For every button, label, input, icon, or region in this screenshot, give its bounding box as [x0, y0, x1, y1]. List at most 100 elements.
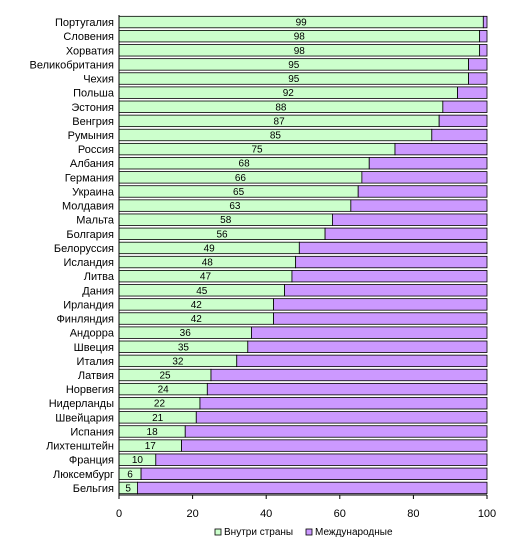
bar-segment-international: [185, 426, 487, 438]
data-label: 22: [154, 399, 166, 410]
category-label: Норвегия: [66, 384, 114, 396]
legend-swatch: [215, 529, 221, 535]
bar-segment-international: [274, 299, 487, 311]
data-label: 10: [132, 455, 144, 466]
bar-segment-international: [443, 101, 487, 113]
category-label: Ирландия: [63, 299, 114, 311]
data-label: 95: [288, 60, 300, 71]
data-label: 56: [216, 229, 228, 240]
bar-segment-international: [292, 270, 487, 282]
bar-segment-international: [469, 59, 487, 71]
bar-segment-international: [483, 16, 487, 28]
data-label: 99: [296, 18, 308, 29]
legend-label: Внутри страны: [224, 527, 293, 538]
data-label: 58: [220, 215, 232, 226]
bar-segment-international: [299, 242, 487, 254]
category-label: Венгрия: [72, 116, 114, 128]
bar-segment-international: [296, 256, 487, 268]
category-label: Мальта: [76, 215, 115, 227]
data-label: 92: [283, 88, 295, 99]
data-label: 66: [235, 173, 247, 184]
bar-segment-international: [182, 440, 487, 452]
bar-segment-international: [395, 143, 487, 155]
bar-segment-international: [480, 45, 487, 57]
legend: Внутри страны Международные: [215, 527, 393, 538]
x-tick-label: 80: [407, 508, 419, 520]
category-label: Украина: [72, 186, 115, 198]
data-label: 35: [178, 342, 190, 353]
data-label: 98: [294, 46, 306, 57]
bars-group: 9998989595928887857568666563585649484745…: [119, 16, 487, 494]
data-label: 87: [274, 116, 286, 127]
category-label: Бельгия: [73, 483, 114, 495]
x-tick-label: 60: [334, 508, 346, 520]
data-label: 68: [239, 159, 251, 170]
data-label: 48: [202, 258, 214, 269]
bar-segment-international: [274, 313, 487, 325]
data-label: 17: [145, 441, 157, 452]
bar-segment-international: [285, 285, 487, 297]
bar-segment-international: [248, 341, 487, 353]
data-label: 21: [152, 413, 164, 424]
data-label: 65: [233, 187, 245, 198]
category-label: Чехия: [83, 74, 114, 86]
category-label: Португалия: [55, 17, 114, 29]
category-label: Хорватия: [66, 45, 114, 57]
data-label: 47: [200, 272, 212, 283]
category-label: Молдавия: [62, 201, 114, 213]
category-label: Андорра: [70, 328, 115, 340]
data-label: 45: [196, 286, 208, 297]
x-tick-label: 40: [260, 508, 272, 520]
bar-segment-international: [332, 214, 487, 226]
bar-segment-international: [211, 369, 487, 381]
bar-segment-international: [237, 355, 487, 367]
data-label: 98: [294, 32, 306, 43]
category-label: Белоруссия: [54, 243, 114, 255]
bar-segment-international: [141, 468, 487, 480]
data-label: 85: [270, 131, 282, 142]
bar-segment-international: [137, 482, 487, 494]
category-label: Эстония: [71, 102, 114, 114]
category-label: Румыния: [68, 130, 114, 142]
category-label: Германия: [65, 172, 114, 184]
category-label: Великобритания: [30, 59, 115, 71]
bar-segment-international: [325, 228, 487, 240]
data-label: 49: [204, 243, 216, 254]
data-label: 95: [288, 74, 300, 85]
bar-segment-international: [196, 412, 487, 424]
category-label: Словения: [63, 31, 114, 43]
category-label: Лихтенштейн: [46, 441, 114, 453]
category-label: Финляндия: [56, 314, 114, 326]
category-label: Испания: [70, 426, 114, 438]
category-label: Литва: [84, 271, 115, 283]
data-label: 88: [275, 102, 287, 113]
category-label: Дания: [82, 285, 114, 297]
data-label: 75: [251, 145, 263, 156]
category-label: Италия: [77, 356, 115, 368]
category-label: Польша: [73, 88, 115, 100]
data-label: 36: [180, 328, 192, 339]
bar-segment-international: [358, 186, 487, 198]
category-label: Франция: [69, 455, 114, 467]
data-label: 5: [125, 483, 131, 494]
bar-segment-international: [458, 87, 487, 99]
bar-segment-international: [439, 115, 487, 127]
data-label: 32: [172, 356, 184, 367]
bar-segment-international: [207, 383, 487, 395]
legend-swatch: [306, 529, 312, 535]
bar-segment-international: [369, 157, 487, 169]
bar-segment-international: [156, 454, 487, 466]
category-label: Швеция: [74, 342, 114, 354]
x-tick-label: 20: [186, 508, 198, 520]
category-label: Албания: [70, 158, 114, 170]
data-label: 24: [158, 385, 170, 396]
category-label: Болгария: [66, 229, 114, 241]
bar-segment-international: [362, 172, 487, 184]
category-label: Латвия: [78, 370, 114, 382]
category-labels: Португалия Словения Хорватия Великобритания…: [30, 17, 115, 495]
data-label: 18: [147, 427, 159, 438]
category-label: Люксембург: [53, 469, 114, 481]
data-label: 6: [127, 469, 133, 480]
bar-segment-international: [251, 327, 487, 339]
